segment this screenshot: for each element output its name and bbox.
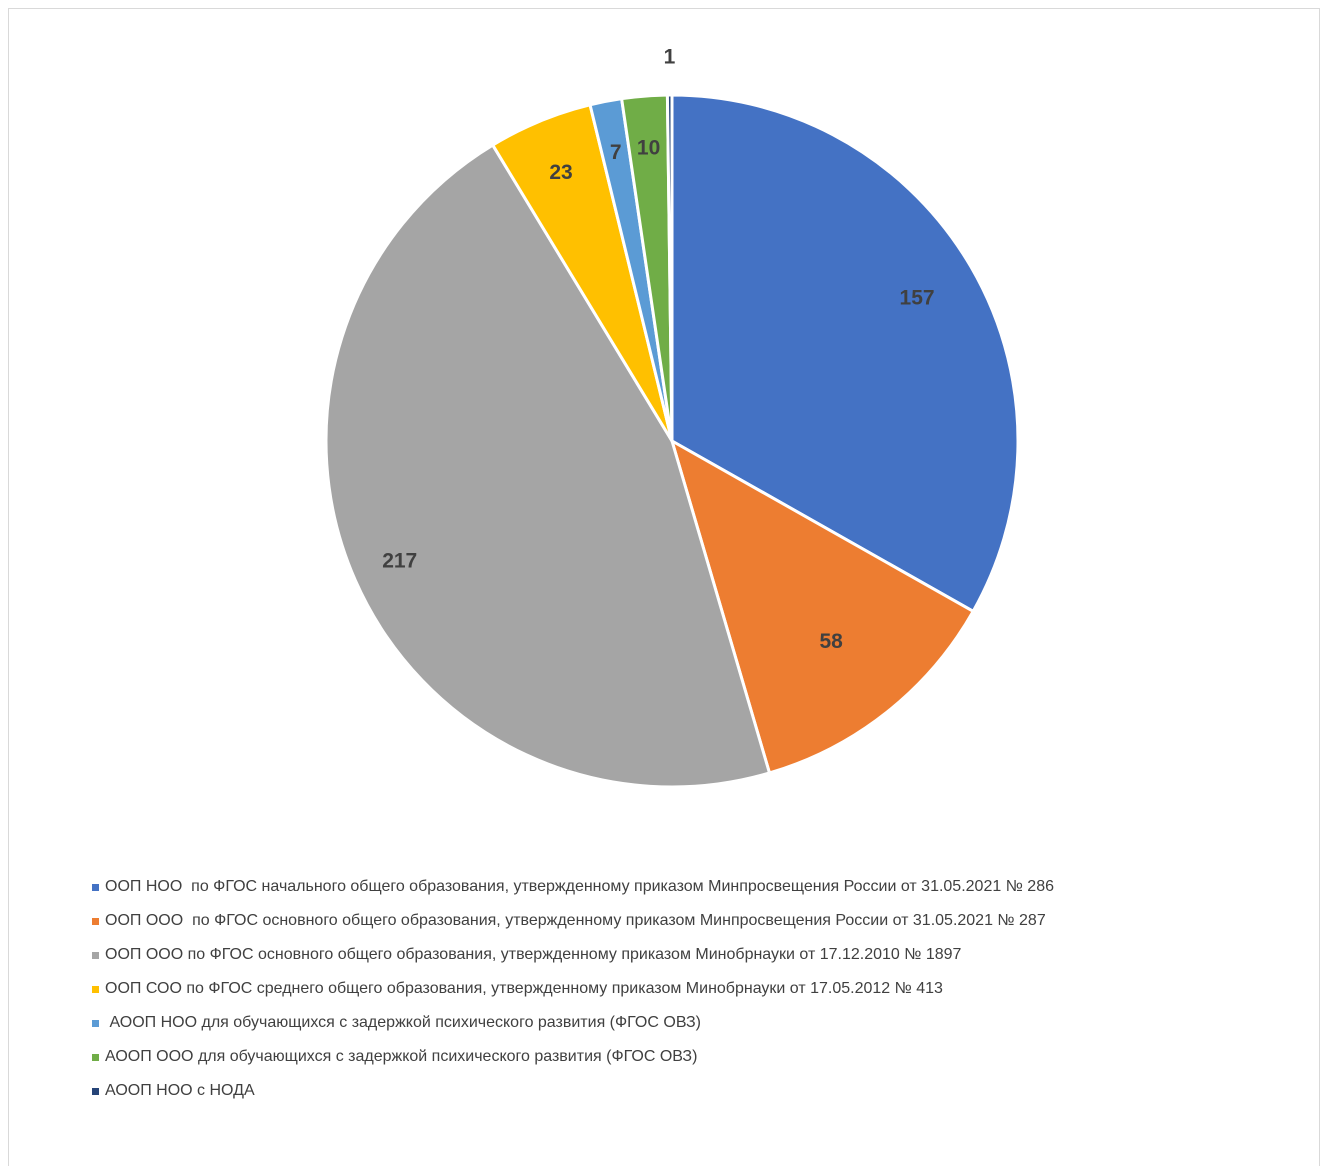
legend-swatch-5 bbox=[92, 1020, 99, 1027]
legend-label-6: АООП ООО для обучающихся с задержкой пси… bbox=[105, 1048, 698, 1065]
legend-item-5: АООП НОО для обучающихся с задержкой пси… bbox=[92, 1014, 1054, 1048]
data-label-1: 157 bbox=[900, 287, 935, 310]
legend-label-5: АООП НОО для обучающихся с задержкой пси… bbox=[105, 1014, 701, 1031]
pie-slice-3 bbox=[324, 143, 771, 789]
data-label-2: 58 bbox=[819, 630, 843, 653]
legend-item-2: ООП ООО по ФГОС основного общего образов… bbox=[92, 912, 1054, 946]
data-label-5: 7 bbox=[610, 141, 622, 164]
legend-swatch-6 bbox=[92, 1054, 99, 1061]
pie-slices bbox=[324, 93, 1020, 789]
legend-item-7: АООП НОО с НОДА bbox=[92, 1082, 1054, 1116]
legend-swatch-1 bbox=[92, 884, 99, 891]
legend-item-1: ООП НОО по ФГОС начального общего образо… bbox=[92, 878, 1054, 912]
data-label-7: 1 bbox=[664, 45, 676, 68]
pie-chart: 157 58 217 23 7 10 1 bbox=[324, 45, 1020, 789]
legend-item-6: АООП ООО для обучающихся с задержкой пси… bbox=[92, 1048, 1054, 1082]
legend-swatch-2 bbox=[92, 918, 99, 925]
legend-label-4: ООП СОО по ФГОС среднего общего образова… bbox=[105, 980, 943, 997]
legend-item-4: ООП СОО по ФГОС среднего общего образова… bbox=[92, 980, 1054, 1014]
legend-item-3: ООП ООО по ФГОС основного общего образов… bbox=[92, 946, 1054, 980]
chart-frame bbox=[8, 8, 1320, 1166]
data-label-3: 217 bbox=[382, 550, 417, 573]
data-label-6: 10 bbox=[637, 136, 660, 159]
chart-legend: ООП НОО по ФГОС начального общего образо… bbox=[92, 878, 1054, 1116]
legend-label-1: ООП НОО по ФГОС начального общего образо… bbox=[105, 878, 1054, 895]
legend-label-7: АООП НОО с НОДА bbox=[105, 1082, 255, 1099]
pie-slice-7 bbox=[665, 93, 674, 443]
data-label-4: 23 bbox=[549, 161, 572, 184]
pie-slice-2 bbox=[670, 439, 975, 775]
legend-swatch-4 bbox=[92, 986, 99, 993]
legend-swatch-3 bbox=[92, 952, 99, 959]
legend-label-2: ООП ООО по ФГОС основного общего образов… bbox=[105, 912, 1046, 929]
pie-data-labels: 157 58 217 23 7 10 1 bbox=[382, 45, 934, 653]
pie-slice-1 bbox=[670, 93, 1020, 613]
legend-swatch-7 bbox=[92, 1088, 99, 1095]
legend-label-3: ООП ООО по ФГОС основного общего образов… bbox=[105, 946, 962, 963]
